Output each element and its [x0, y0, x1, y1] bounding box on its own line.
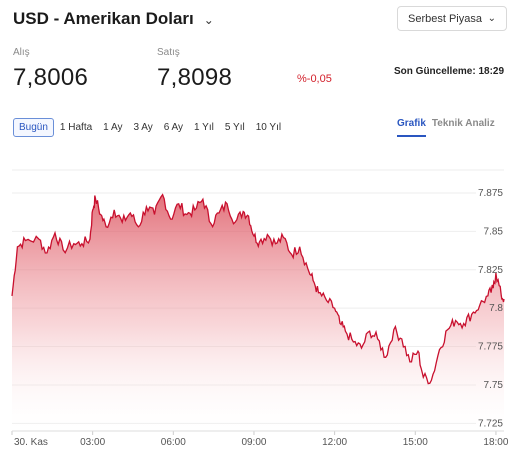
chevron-down-icon[interactable]: ⌄	[203, 13, 214, 27]
tab-1[interactable]: Teknik Analiz	[431, 118, 495, 129]
range-6[interactable]: 5 Yıl	[224, 122, 245, 133]
change-percent: %-0,05	[297, 73, 332, 85]
range-4[interactable]: 6 Ay	[163, 122, 184, 133]
range-2[interactable]: 1 Ay	[103, 122, 123, 133]
page-title: USD - Amerikan Doları	[13, 9, 194, 28]
x-axis: 30. Kas 03:00 06:00 09:00 12:00 15:00 18:00	[11, 430, 509, 448]
x-tick-label: 18:00	[483, 437, 508, 448]
range-0[interactable]: Bugün	[13, 118, 54, 137]
range-7[interactable]: 10 Yıl	[255, 122, 282, 133]
sell-label: Satış	[157, 47, 180, 58]
chart-tabs: Grafik Teknik Analiz	[397, 118, 495, 137]
y-tick-label: 7.825	[478, 265, 503, 276]
currency-header[interactable]: USD - Amerikan Doları ⌄	[13, 9, 214, 29]
price-area	[12, 194, 504, 431]
y-tick-label: 7.775	[478, 342, 503, 353]
tab-0[interactable]: Grafik	[397, 118, 426, 137]
last-updated: Son Güncelleme: 18:29	[394, 66, 505, 77]
market-dropdown[interactable]: Serbest Piyasa ⌄	[397, 6, 507, 31]
range-1[interactable]: 1 Hafta	[59, 122, 93, 133]
y-tick-label: 7.75	[484, 380, 504, 391]
range-3[interactable]: 3 Ay	[133, 122, 153, 133]
y-tick-label: 7.85	[484, 226, 504, 237]
y-tick-label: 7.875	[478, 188, 503, 199]
x-tick-label: 06:00	[161, 437, 186, 448]
price-chart[interactable]: 7.725 7.75 7.775 7.8 7.825 7.85 7.875 30. Kas 0…	[0, 150, 512, 461]
x-tick-label: 15:00	[403, 437, 428, 448]
y-tick-label: 7.725	[478, 418, 503, 429]
x-tick-label: 09:00	[241, 437, 266, 448]
x-tick-label: 30. Kas	[14, 437, 48, 448]
price-line	[11, 193, 505, 385]
x-tick-label: 12:00	[322, 437, 347, 448]
sell-value: 7,8098	[157, 64, 233, 91]
y-axis: 7.725 7.75 7.775 7.8 7.825 7.85 7.875	[478, 188, 503, 429]
x-tick-label: 03:00	[80, 437, 105, 448]
buy-value: 7,8006	[13, 64, 89, 91]
chevron-down-icon: ⌄	[487, 13, 496, 24]
y-tick-label: 7.8	[489, 303, 503, 314]
market-dropdown-label: Serbest Piyasa	[408, 12, 482, 25]
range-selector: Bugün 1 Hafta 1 Ay 3 Ay 6 Ay 1 Yıl 5 Yıl 10 Yıl	[13, 118, 287, 137]
buy-label: Alış	[13, 47, 30, 58]
range-5[interactable]: 1 Yıl	[194, 122, 214, 133]
